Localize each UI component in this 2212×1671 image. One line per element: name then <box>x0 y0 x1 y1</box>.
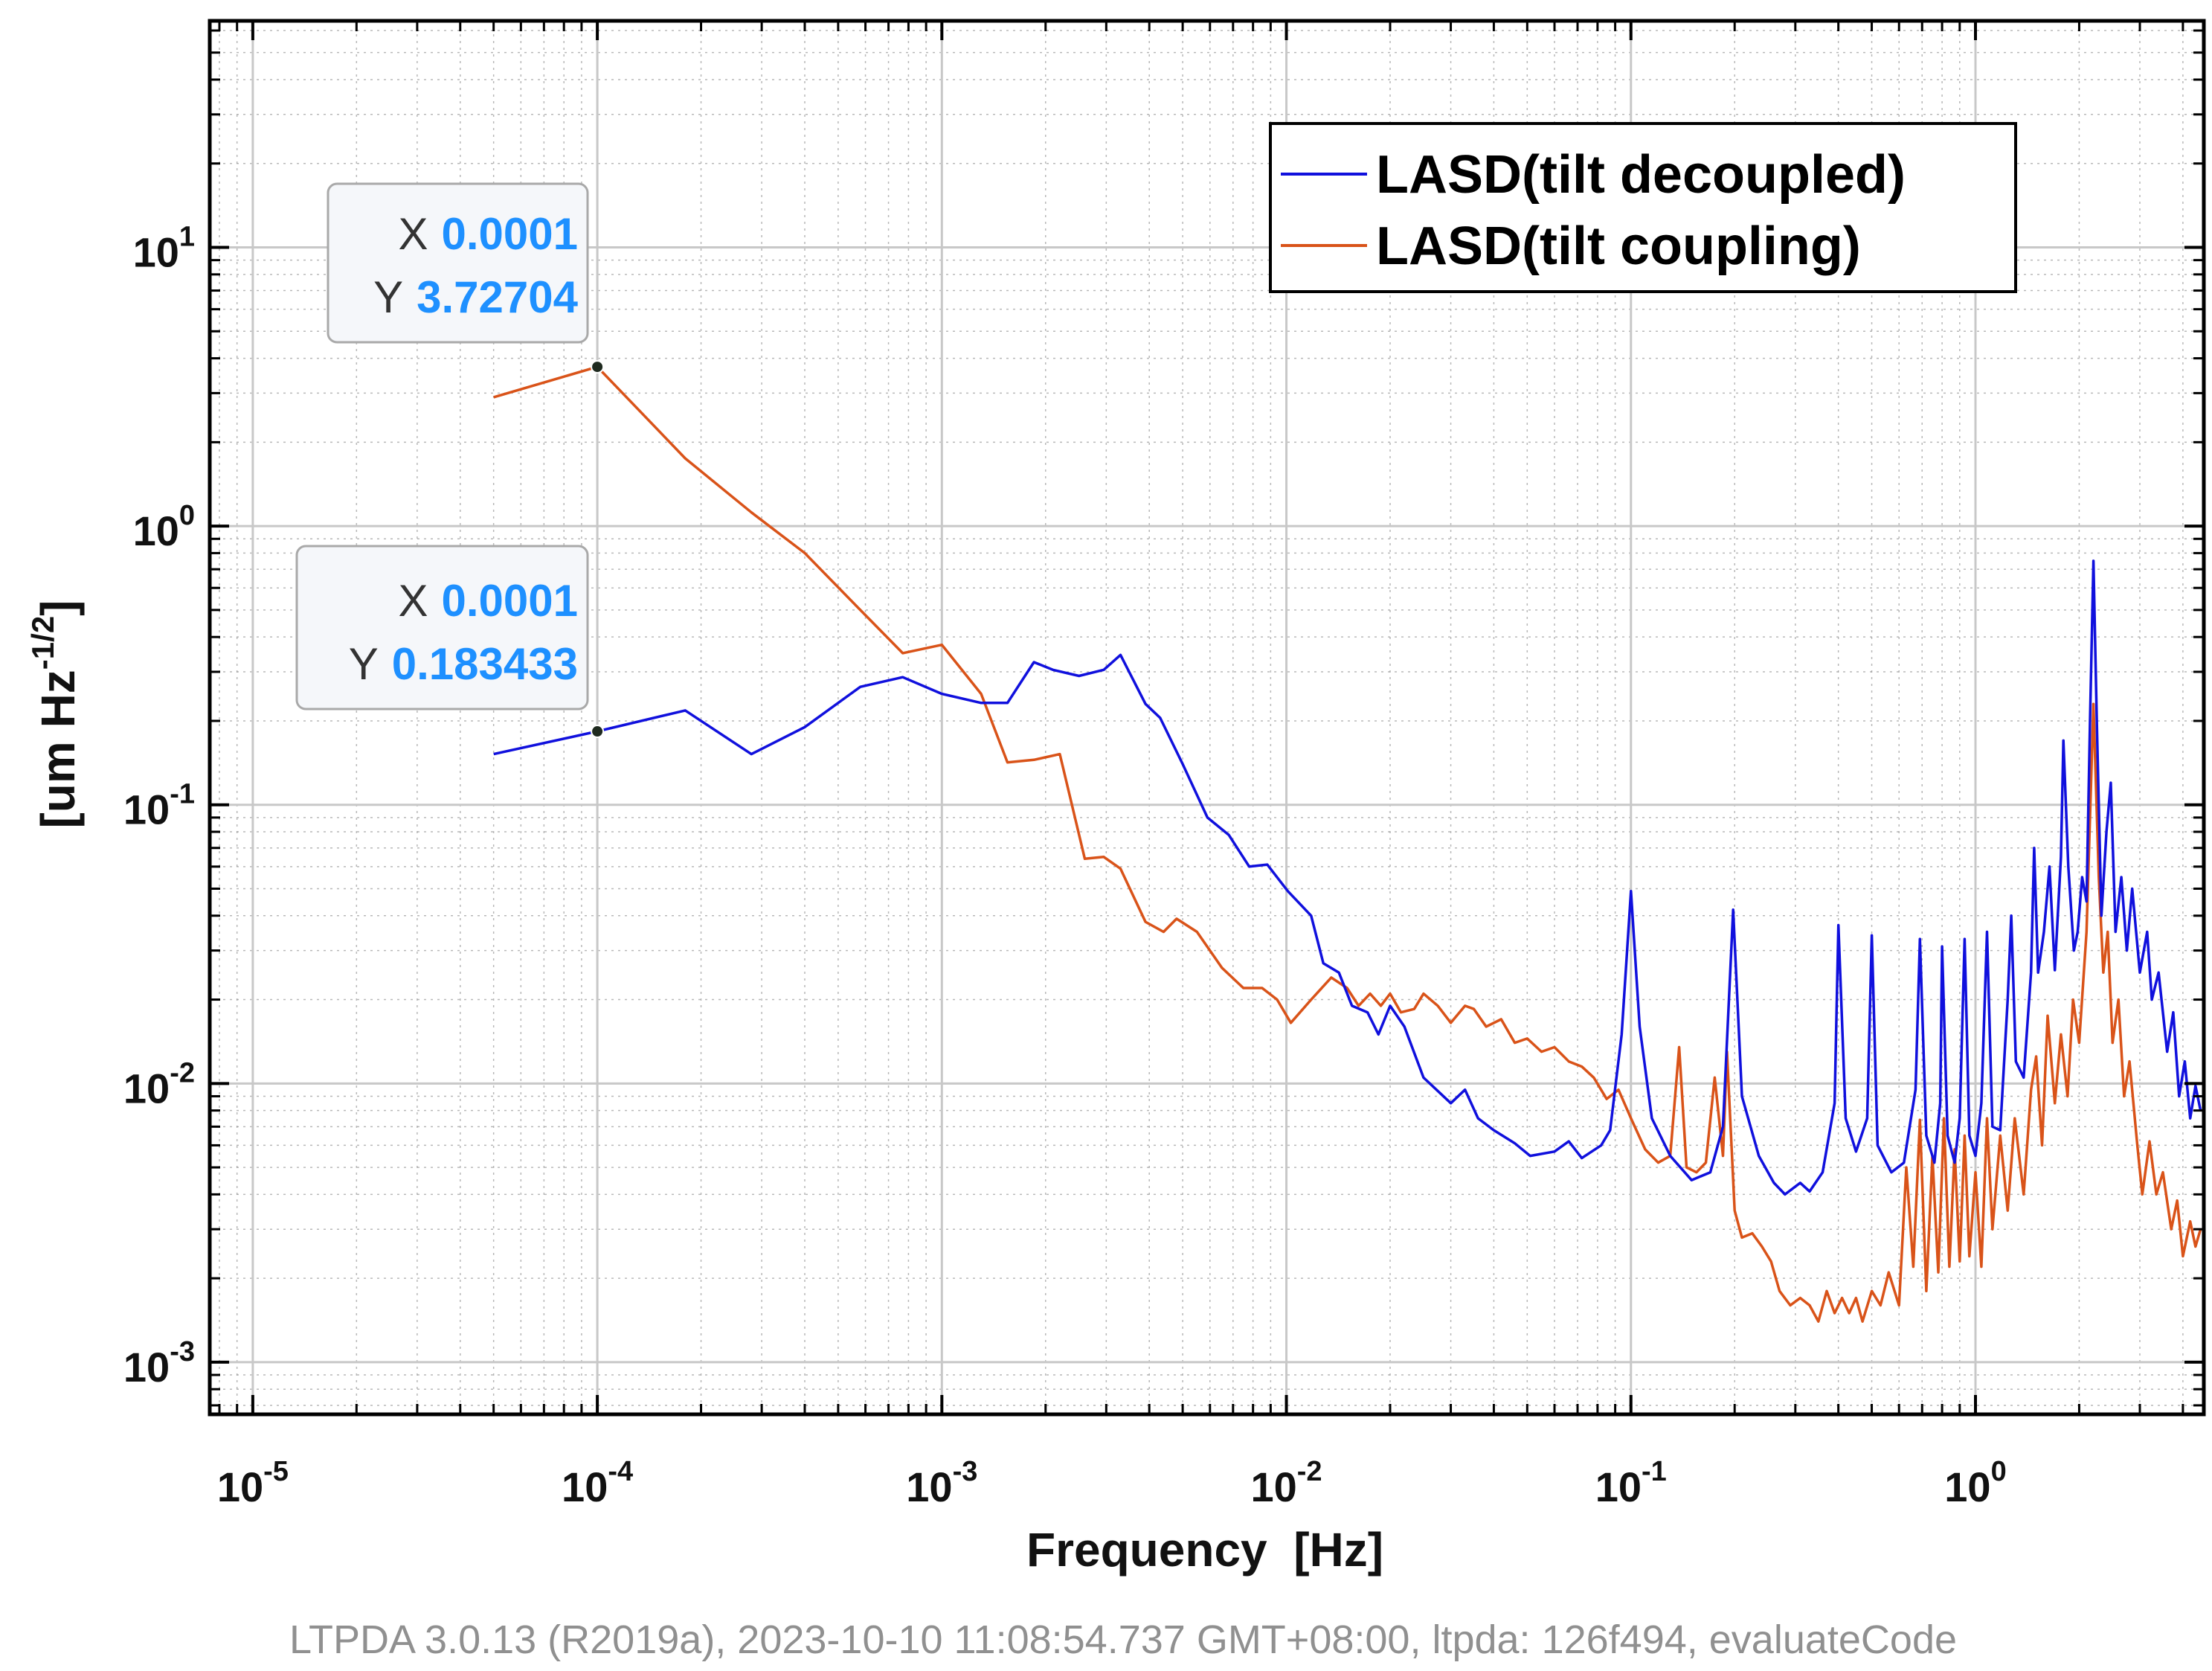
datatip-coupling-y-value: 3.72704 <box>417 272 579 322</box>
series-layer <box>493 365 2202 1323</box>
y-tick-label: 101 <box>133 222 195 276</box>
x-tick-label: 10-3 <box>906 1456 977 1510</box>
datatip-coupling-x-row: X 0.0001 <box>398 209 578 259</box>
datatip-coupling-x-value: 0.0001 <box>441 209 578 259</box>
legend-box <box>1269 122 2017 293</box>
datatip-decoupled[interactable]: X 0.0001 Y 0.183433 <box>295 545 589 711</box>
datatip-coupling-x-key: X <box>398 209 428 259</box>
plot-frame <box>208 19 2206 1417</box>
x-tick-label: 10-2 <box>1250 1456 1322 1510</box>
y-axis-title: [um Hz-1/2] <box>25 600 85 829</box>
y-axis-title-exponent: -1/2 <box>25 616 60 670</box>
datatip-marker-decoupled <box>591 725 605 739</box>
tick-marks <box>210 21 2204 1414</box>
datatip-marker-coupling <box>591 360 605 374</box>
x-tick-label: 100 <box>1944 1456 2006 1510</box>
datatip-decoupled-y-key: Y <box>349 639 379 689</box>
y-tick-labels: 10-3 10-2 10-1 100 101 <box>123 222 195 1391</box>
footer-info: LTPDA 3.0.13 (R2019a), 2023-10-10 11:08:… <box>289 1617 1957 1662</box>
legend-label-coupling: LASD(tilt coupling) <box>1376 217 1861 276</box>
y-tick-label: 100 <box>133 500 195 554</box>
series-line-tilt-decoupled <box>493 559 2202 1196</box>
x-tick-label: 10-5 <box>217 1456 289 1510</box>
y-tick-label: 10-1 <box>123 779 195 833</box>
x-tick-label: 10-1 <box>1595 1456 1667 1510</box>
datatip-decoupled-y-value: 0.183433 <box>392 639 578 689</box>
x-tick-label: 10-4 <box>562 1456 633 1510</box>
datatip-markers <box>591 360 605 739</box>
datatip-decoupled-x-value: 0.0001 <box>441 576 578 626</box>
minor-grid <box>210 21 2204 1414</box>
x-axis-title: Frequency [Hz] <box>1026 1523 1383 1577</box>
datatip-decoupled-box <box>295 545 589 711</box>
y-axis-title-main: [um Hz <box>31 670 85 828</box>
y-tick-label: 10-2 <box>123 1057 195 1112</box>
datatip-decoupled-y-row: Y 0.183433 <box>349 639 578 689</box>
datatip-coupling-y-row: Y 3.72704 <box>373 272 579 322</box>
series-line-tilt-coupling <box>493 365 2202 1323</box>
datatip-coupling[interactable]: X 0.0001 Y 3.72704 <box>327 182 589 344</box>
datatip-decoupled-x-key: X <box>398 576 428 626</box>
x-tick-labels: 10-5 10-4 10-3 10-2 10-1 100 <box>217 1456 2007 1510</box>
legend-label-decoupled: LASD(tilt decoupled) <box>1376 145 1906 205</box>
legend: LASD(tilt decoupled) LASD(tilt coupling) <box>1269 122 2017 293</box>
y-axis-title-close: ] <box>31 600 85 616</box>
datatip-coupling-box <box>327 182 589 344</box>
datatip-coupling-y-key: Y <box>373 272 403 322</box>
datatip-decoupled-x-row: X 0.0001 <box>398 576 578 626</box>
y-tick-label: 10-3 <box>123 1336 195 1391</box>
